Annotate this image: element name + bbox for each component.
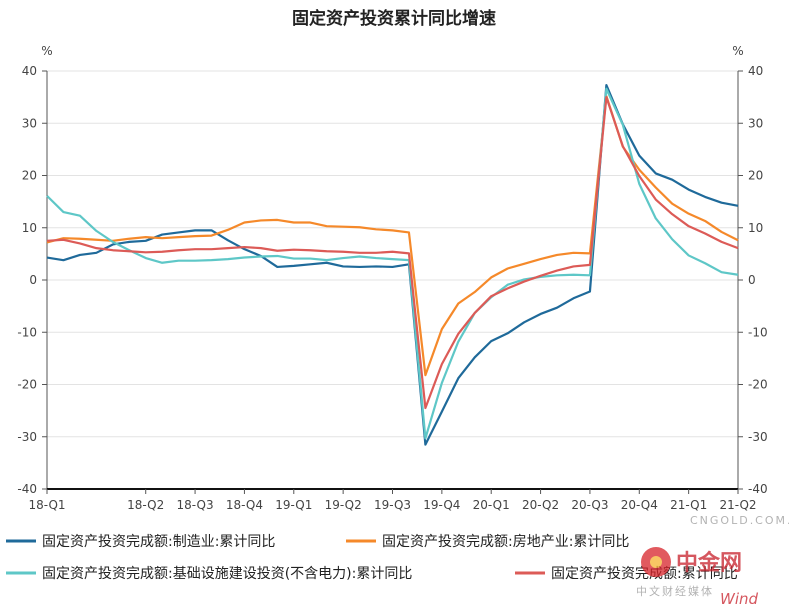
y-tick-label-right: -30	[748, 430, 768, 444]
watermark-sub-text: 中文财经媒体	[636, 584, 714, 598]
watermark-logo-text: 中金网	[676, 550, 742, 576]
chart-title: 固定资产投资累计同比增速	[292, 8, 496, 29]
x-tick-label: 20-Q1	[473, 498, 510, 512]
x-tick-label: 20-Q2	[522, 498, 559, 512]
legend-label-0: 固定资产投资完成额:制造业:累计同比	[42, 534, 275, 550]
series-lines	[46, 84, 739, 446]
left-axis-unit: %	[41, 44, 52, 58]
x-tick-label: 19-Q2	[325, 498, 362, 512]
y-tick-label-right: -40	[748, 482, 768, 496]
y-tick-label-left: -10	[17, 325, 37, 339]
watermark-logo-icon	[641, 547, 671, 577]
legend-label-3: 固定资产投资完成额:累计同比	[551, 566, 738, 582]
x-tick-label: 20-Q4	[621, 498, 658, 512]
x-tick-label: 21-Q2	[719, 498, 756, 512]
y-tick-label-left: 30	[22, 116, 37, 130]
x-tick-label: 18-Q2	[127, 498, 164, 512]
series-line-2	[46, 87, 739, 440]
y-tick-label-left: 20	[22, 169, 37, 183]
series-line-0	[46, 84, 739, 446]
y-tick-label-right: 20	[748, 169, 763, 183]
x-tick-label: 18-Q1	[28, 498, 65, 512]
x-tick-label: 19-Q1	[275, 498, 312, 512]
y-tick-label-right: 0	[748, 273, 756, 287]
x-tick-label: 21-Q1	[670, 498, 707, 512]
watermark: 中金网 CNGOLD.COM.CN 中文财经媒体 Wind	[636, 514, 789, 608]
y-tick-label-left: -40	[17, 482, 37, 496]
gridlines	[47, 70, 738, 438]
series-line-1	[46, 94, 739, 377]
legend-label-2: 固定资产投资完成额:基础设施建设投资(不含电力):累计同比	[42, 565, 412, 582]
y-tick-label-left: -30	[17, 430, 37, 444]
axes: -40 -40 -30 -30 -20 -20 -10 -10 0 0 10 10 20 20 30 30 40…	[17, 64, 768, 512]
y-tick-label-right: 40	[748, 64, 763, 78]
y-tick-label-left: 10	[22, 221, 37, 235]
x-tick-label: 18-Q4	[226, 498, 263, 512]
watermark-wind-text: Wind	[720, 590, 759, 608]
y-tick-label-right: 30	[748, 116, 763, 130]
y-tick-label-right: -10	[748, 325, 768, 339]
right-axis-unit: %	[732, 44, 743, 58]
legend-label-1: 固定资产投资完成额:房地产业:累计同比	[382, 534, 629, 550]
y-tick-label-right: -20	[748, 378, 768, 392]
x-tick-label: 20-Q3	[571, 498, 608, 512]
y-tick-label-left: 0	[29, 273, 37, 287]
x-tick-label: 19-Q3	[374, 498, 411, 512]
x-tick-label: 18-Q3	[177, 498, 214, 512]
y-tick-label-left: -20	[17, 378, 37, 392]
y-tick-label-left: 40	[22, 64, 37, 78]
legend: 固定资产投资完成额:制造业:累计同比 固定资产投资完成额:房地产业:累计同比固定资…	[6, 534, 738, 582]
watermark-site-text: CNGOLD.COM.CN	[690, 514, 789, 527]
x-tick-label: 19-Q4	[423, 498, 460, 512]
y-tick-label-right: 10	[748, 221, 763, 235]
series-line-3	[46, 96, 739, 410]
